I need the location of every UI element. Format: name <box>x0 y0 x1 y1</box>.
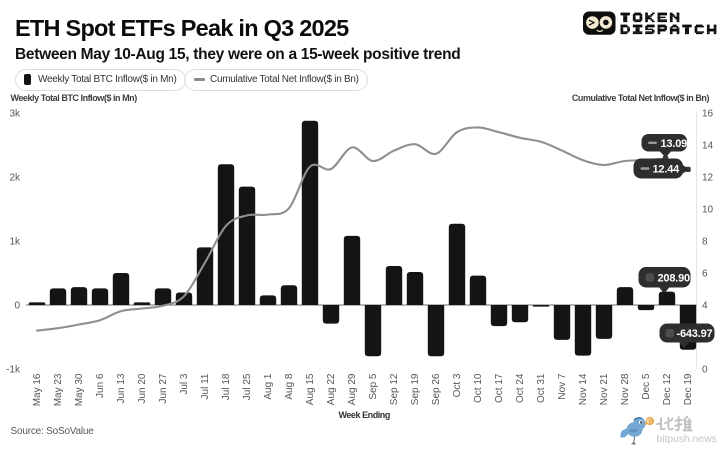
svg-text:16: 16 <box>702 108 714 119</box>
svg-text:May 30: May 30 <box>74 373 85 406</box>
svg-text:-643.97: -643.97 <box>677 328 713 340</box>
svg-text:Sep 12: Sep 12 <box>389 373 400 405</box>
svg-text:-1k: -1k <box>6 364 21 375</box>
svg-text:2k: 2k <box>9 172 21 183</box>
svg-text:Oct 24: Oct 24 <box>515 373 526 403</box>
svg-text:Oct 31: Oct 31 <box>536 373 547 403</box>
svg-text:0: 0 <box>702 364 708 375</box>
svg-text:bitpush.news: bitpush.news <box>657 433 717 445</box>
svg-text:Nov 7: Nov 7 <box>557 373 568 400</box>
svg-text:Oct 10: Oct 10 <box>473 373 484 403</box>
svg-text:May 16: May 16 <box>32 373 43 406</box>
svg-text:Nov 28: Nov 28 <box>620 373 631 405</box>
svg-text:Jul 18: Jul 18 <box>221 373 232 400</box>
svg-text:Oct 3: Oct 3 <box>452 373 463 397</box>
svg-text:₿: ₿ <box>648 417 653 425</box>
svg-text:8: 8 <box>702 236 708 247</box>
svg-text:1k: 1k <box>9 236 21 247</box>
svg-text:Aug 29: Aug 29 <box>347 373 358 405</box>
svg-text:Jul 25: Jul 25 <box>242 373 253 400</box>
svg-text:Dec 5: Dec 5 <box>641 373 652 400</box>
svg-text:Sep 19: Sep 19 <box>410 373 421 405</box>
svg-text:3k: 3k <box>9 108 21 119</box>
svg-text:10: 10 <box>702 204 714 215</box>
svg-text:4: 4 <box>702 300 708 311</box>
svg-text:Dec 19: Dec 19 <box>683 373 694 405</box>
svg-text:Jun 27: Jun 27 <box>158 373 169 403</box>
svg-text:Nov 21: Nov 21 <box>599 373 610 405</box>
svg-text:Aug 15: Aug 15 <box>305 373 316 405</box>
svg-text:0: 0 <box>14 300 20 311</box>
svg-text:May 23: May 23 <box>53 373 64 406</box>
svg-text:12: 12 <box>702 172 714 183</box>
svg-text:Oct 17: Oct 17 <box>494 373 505 403</box>
svg-text:Aug 1: Aug 1 <box>263 373 274 400</box>
svg-text:12.44: 12.44 <box>653 164 681 176</box>
svg-text:13.09: 13.09 <box>661 138 688 150</box>
svg-text:6: 6 <box>702 268 708 279</box>
svg-text:Dec 12: Dec 12 <box>662 373 673 405</box>
svg-text:Aug 8: Aug 8 <box>284 373 295 400</box>
svg-text:Jun 6: Jun 6 <box>95 373 106 398</box>
svg-text:Jul 11: Jul 11 <box>200 373 211 399</box>
svg-text:Aug 22: Aug 22 <box>326 373 337 405</box>
svg-text:Nov 14: Nov 14 <box>578 373 589 405</box>
svg-text:Sep 5: Sep 5 <box>368 373 379 400</box>
svg-text:Week Ending: Week Ending <box>339 410 390 420</box>
svg-text:208.90: 208.90 <box>658 272 691 284</box>
svg-text:Sep 26: Sep 26 <box>431 373 442 405</box>
svg-text:Jul 3: Jul 3 <box>179 373 190 395</box>
svg-text:Jun 13: Jun 13 <box>116 373 127 403</box>
svg-text:14: 14 <box>702 140 714 151</box>
svg-text:Jun 20: Jun 20 <box>137 373 148 403</box>
